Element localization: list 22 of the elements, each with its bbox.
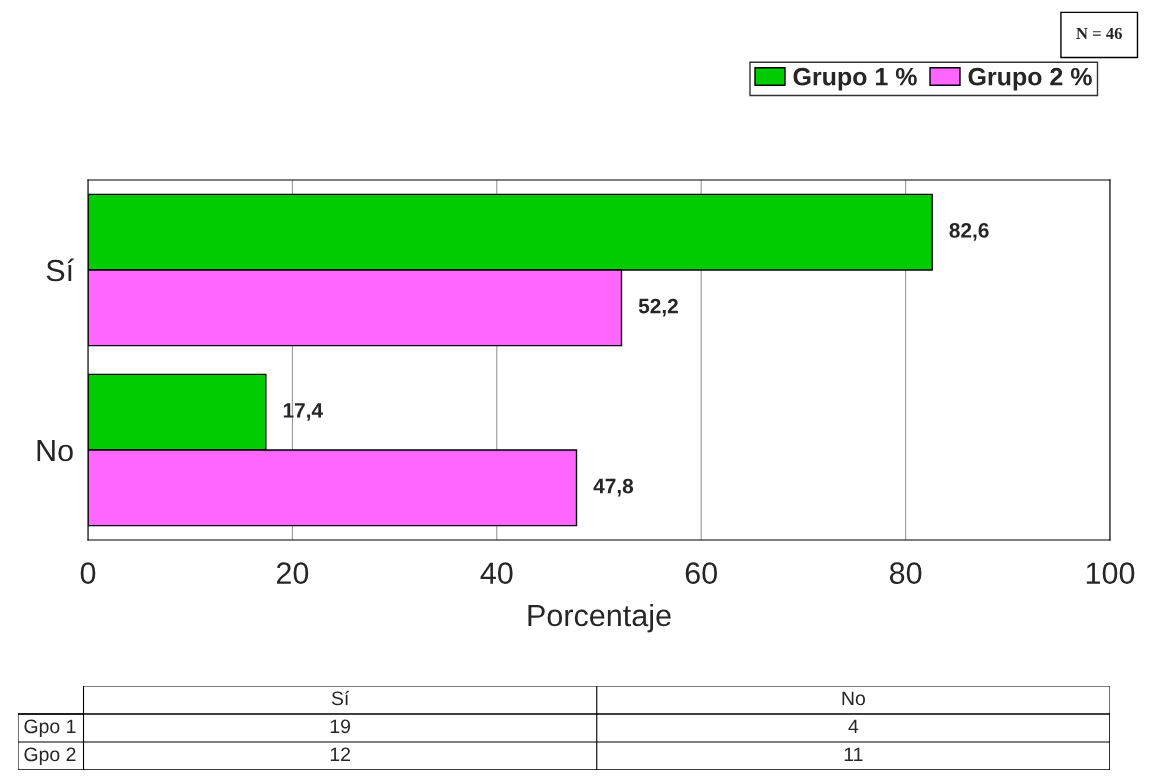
text: 19 <box>330 719 351 734</box>
text: N = 46 <box>1076 27 1122 40</box>
x-axis-title: Porcentaje <box>528 603 671 633</box>
data-label: 47,8 <box>593 478 634 497</box>
legend-label: Grupo 1 % <box>793 67 917 91</box>
text: 11 <box>844 747 863 762</box>
x-tick-label: 40 <box>480 562 513 584</box>
x-tick-label: 60 <box>685 562 717 584</box>
x-tick-label: 0 <box>80 562 96 584</box>
category-label: Sí <box>331 690 350 706</box>
data-label: 82,6 <box>949 223 989 241</box>
text: 12 <box>330 747 350 762</box>
x-tick-label: 100 <box>1086 562 1135 584</box>
x-tick-label: 80 <box>889 562 922 584</box>
category-label: No <box>842 691 865 706</box>
x-tick-label: 20 <box>276 562 309 584</box>
data-label: 52,2 <box>638 298 678 317</box>
legend-label: Grupo 2 % <box>968 67 1092 91</box>
category-label: Gpo 2 <box>24 747 76 766</box>
category-label: Gpo 1 <box>24 719 76 738</box>
data-label: 17,4 <box>283 403 323 421</box>
text: 4 <box>848 719 859 734</box>
